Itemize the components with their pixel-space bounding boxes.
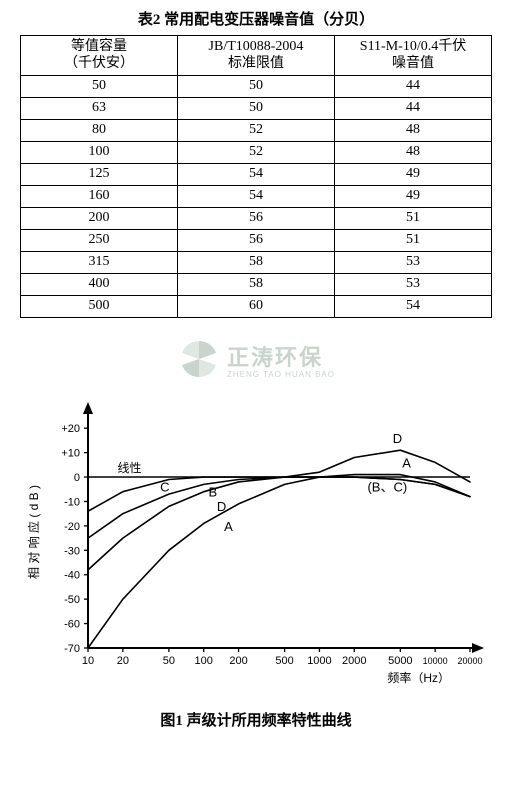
- table-cell: 250: [21, 230, 178, 252]
- svg-text:相 对 响 应 ( d B ): 相 对 响 应 ( d B ): [26, 485, 41, 579]
- table-row: 635044: [21, 98, 492, 120]
- table-cell: 400: [21, 274, 178, 296]
- table-cell: 51: [335, 208, 492, 230]
- table-row: 4005853: [21, 274, 492, 296]
- watermark-text-bottom: ZHENG TAO HUAN BAO: [227, 370, 335, 379]
- table-row: 2005651: [21, 208, 492, 230]
- svg-text:2000: 2000: [342, 655, 366, 667]
- table-cell: 56: [178, 230, 335, 252]
- svg-text:500: 500: [275, 655, 293, 667]
- svg-text:5000: 5000: [388, 655, 412, 667]
- table-row: 2505651: [21, 230, 492, 252]
- svg-text:B: B: [209, 485, 218, 500]
- table-cell: 125: [21, 164, 178, 186]
- table-cell: 56: [178, 208, 335, 230]
- table-cell: 100: [21, 142, 178, 164]
- table-cell: 53: [335, 274, 492, 296]
- table-title: 表2 常用配电变压器噪音值（分贝）: [20, 8, 492, 29]
- watermark: 正涛环保 ZHENG TAO HUAN BAO: [20, 324, 492, 394]
- table-cell: 54: [178, 186, 335, 208]
- col-header-0: 等值容量（千伏安）: [21, 36, 178, 76]
- table-cell: 58: [178, 252, 335, 274]
- table-cell: 50: [178, 76, 335, 98]
- svg-text:D: D: [393, 431, 402, 446]
- table-cell: 60: [178, 296, 335, 318]
- table-cell: 49: [335, 186, 492, 208]
- table-cell: 52: [178, 142, 335, 164]
- svg-text:10000: 10000: [423, 656, 448, 666]
- table-cell: 200: [21, 208, 178, 230]
- svg-text:A: A: [402, 455, 411, 470]
- table-cell: 63: [21, 98, 178, 120]
- svg-text:线性: 线性: [118, 461, 142, 475]
- col-header-2: S11-M-10/0.4千伏噪音值: [335, 36, 492, 76]
- frequency-response-chart: +20 +10 0 -10 -20 -30 -40 -50 -60 -7010 20 50 100 200…: [20, 398, 492, 703]
- table-row: 505044: [21, 76, 492, 98]
- table-cell: 50: [21, 76, 178, 98]
- table-row: 1255449: [21, 164, 492, 186]
- svg-text:-30: -30: [64, 545, 80, 557]
- table-cell: 500: [21, 296, 178, 318]
- watermark-text-top: 正涛环保: [227, 340, 335, 372]
- col-header-1: JB/T10088-2004标准限值: [178, 36, 335, 76]
- table-cell: 44: [335, 76, 492, 98]
- svg-text:-10: -10: [64, 496, 80, 508]
- svg-text:+10: +10: [61, 448, 80, 460]
- table-row: 3155853: [21, 252, 492, 274]
- svg-text:10: 10: [82, 655, 94, 667]
- table-cell: 54: [335, 296, 492, 318]
- table-cell: 58: [178, 274, 335, 296]
- svg-text:1000: 1000: [307, 655, 331, 667]
- table-row: 805248: [21, 120, 492, 142]
- table-cell: 44: [335, 98, 492, 120]
- svg-text:(B、C): (B、C): [367, 480, 407, 495]
- svg-text:C: C: [160, 480, 169, 495]
- watermark-logo-icon: [177, 337, 221, 381]
- svg-text:-50: -50: [64, 594, 80, 606]
- svg-text:50: 50: [163, 655, 175, 667]
- svg-text:-60: -60: [64, 619, 80, 631]
- table-cell: 48: [335, 142, 492, 164]
- table-cell: 52: [178, 120, 335, 142]
- table-header-row: 等值容量（千伏安） JB/T10088-2004标准限值 S11-M-10/0.…: [21, 36, 492, 76]
- table-cell: 49: [335, 164, 492, 186]
- table-cell: 315: [21, 252, 178, 274]
- svg-text:-40: -40: [64, 570, 80, 582]
- svg-text:-20: -20: [64, 521, 80, 533]
- table-cell: 54: [178, 164, 335, 186]
- svg-text:D: D: [217, 499, 226, 514]
- table-cell: 51: [335, 230, 492, 252]
- svg-text:20: 20: [117, 655, 129, 667]
- table-row: 1005248: [21, 142, 492, 164]
- table-cell: 80: [21, 120, 178, 142]
- noise-table: 等值容量（千伏安） JB/T10088-2004标准限值 S11-M-10/0.…: [20, 35, 492, 318]
- table-cell: 48: [335, 120, 492, 142]
- svg-text:A: A: [224, 519, 233, 534]
- svg-text:200: 200: [229, 655, 247, 667]
- svg-text:0: 0: [74, 472, 80, 484]
- table-cell: 50: [178, 98, 335, 120]
- svg-text:100: 100: [195, 655, 213, 667]
- svg-text:+20: +20: [61, 423, 80, 435]
- svg-text:频率（Hz）: 频率（Hz）: [387, 670, 450, 685]
- table-row: 5006054: [21, 296, 492, 318]
- table-cell: 53: [335, 252, 492, 274]
- svg-text:-70: -70: [64, 643, 80, 655]
- figure-title: 图1 声级计所用频率特性曲线: [20, 709, 492, 730]
- svg-text:20000: 20000: [457, 656, 482, 666]
- table-row: 1605449: [21, 186, 492, 208]
- table-cell: 160: [21, 186, 178, 208]
